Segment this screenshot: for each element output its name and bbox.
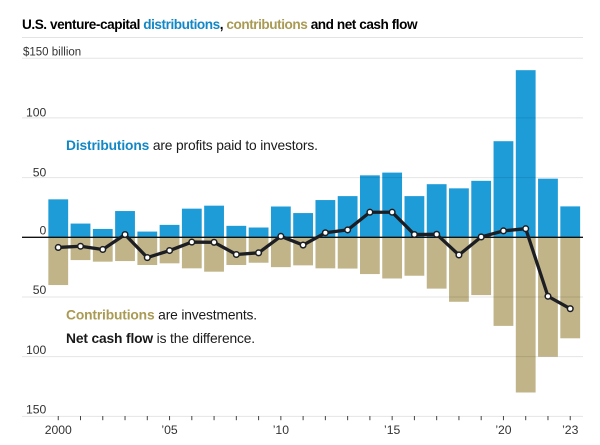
svg-text:’10: ’10: [273, 423, 289, 437]
svg-text:50: 50: [33, 165, 47, 179]
svg-text:2000: 2000: [45, 423, 72, 437]
svg-text:U.S. venture-capital distribut: U.S. venture-capital distributions, cont…: [22, 17, 418, 32]
svg-text:’20: ’20: [495, 423, 511, 437]
svg-text:$150 billion: $150 billion: [23, 47, 81, 59]
svg-text:’05: ’05: [161, 423, 177, 437]
svg-text:50: 50: [33, 283, 47, 297]
svg-text:150: 150: [26, 403, 47, 417]
svg-text:Contributions are investments.: Contributions are investments.: [66, 308, 257, 323]
svg-text:100: 100: [26, 343, 47, 357]
svg-text:Net cash flow is the differenc: Net cash flow is the difference.: [66, 331, 255, 346]
svg-text:’15: ’15: [384, 423, 400, 437]
svg-text:0: 0: [40, 224, 47, 238]
svg-text:’23: ’23: [562, 423, 578, 437]
svg-text:Distributions are profits paid: Distributions are profits paid to invest…: [66, 138, 318, 153]
svg-text:100: 100: [26, 106, 47, 120]
